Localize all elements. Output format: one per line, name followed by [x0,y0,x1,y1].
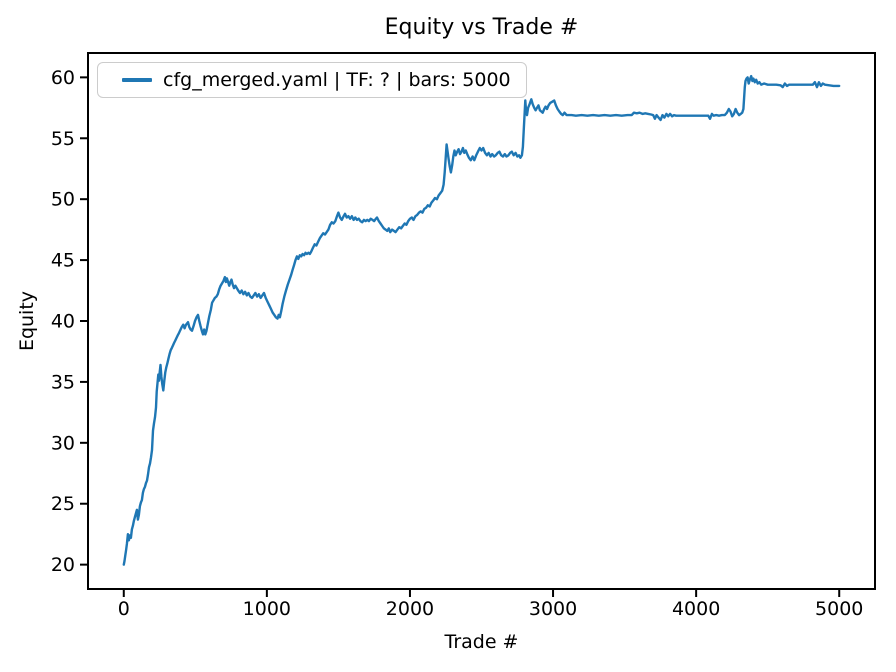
y-tick-label: 40 [51,311,75,333]
x-tick-label: 1000 [243,598,291,620]
legend-line-sample [122,78,152,82]
y-tick-label: 50 [51,189,75,211]
y-tick-label: 30 [51,432,75,454]
y-tick-label: 55 [51,128,75,150]
y-tick-label: 60 [51,67,75,89]
x-axis-label: Trade # [444,631,519,653]
chart-title: Equity vs Trade # [384,15,579,40]
y-tick-label: 20 [51,554,75,576]
plot-frame [87,52,876,590]
equity-line [122,74,841,566]
x-tick-label: 2000 [386,598,434,620]
x-tick-label: 4000 [672,598,720,620]
y-tick-label: 35 [51,371,75,393]
legend-label: cfg_merged.yaml | TF: ? | bars: 5000 [163,69,511,91]
y-axis-label: Equity [16,290,38,352]
y-tick-label: 45 [51,250,75,272]
x-tick-label: 0 [118,598,130,620]
x-tick-label: 5000 [815,598,863,620]
y-tick-label: 25 [51,493,75,515]
x-tick-label: 3000 [529,598,577,620]
legend: cfg_merged.yaml | TF: ? | bars: 5000 [97,62,527,98]
